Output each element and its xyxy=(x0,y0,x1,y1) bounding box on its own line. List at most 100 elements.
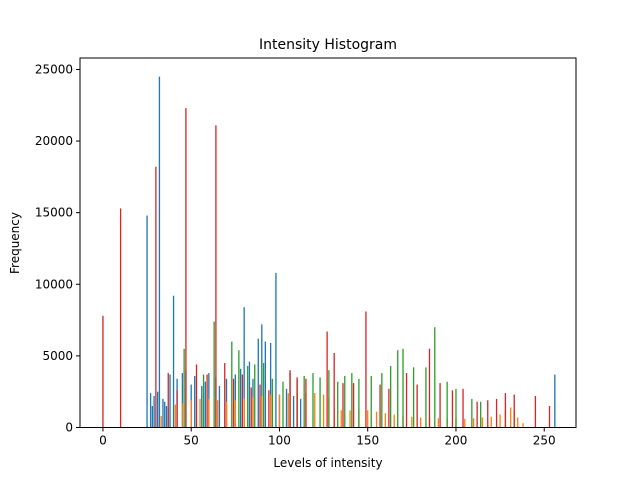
histogram-bar xyxy=(312,373,314,428)
histogram-series-2 xyxy=(183,321,482,428)
histogram-bar xyxy=(428,348,431,428)
histogram-bar xyxy=(204,381,206,428)
histogram-bar xyxy=(261,395,263,428)
histogram-bar xyxy=(333,353,335,428)
histogram-bar xyxy=(232,378,235,428)
histogram-bar xyxy=(160,416,162,428)
histogram-bar xyxy=(342,383,344,428)
histogram-bar xyxy=(352,383,355,428)
histogram-bar xyxy=(451,390,454,428)
histogram-bar xyxy=(397,350,399,428)
histogram-bar xyxy=(195,364,198,428)
histogram-bar xyxy=(261,324,263,428)
histogram-bar xyxy=(328,370,330,428)
histogram-bar xyxy=(504,393,507,428)
histogram-bars xyxy=(102,76,556,428)
histogram-bar xyxy=(299,398,302,428)
y-tick-label: 10000 xyxy=(35,277,73,291)
histogram-bar xyxy=(437,418,439,428)
histogram-bar xyxy=(264,341,266,428)
histogram-bar xyxy=(250,387,252,428)
histogram-bar xyxy=(224,363,226,428)
histogram-bar xyxy=(269,343,272,428)
histogram-bar xyxy=(243,398,245,428)
x-axis-label: Levels of intensity xyxy=(273,456,382,470)
histogram-bar xyxy=(174,404,176,428)
histogram-bar xyxy=(439,383,441,428)
histogram-bar xyxy=(379,384,381,428)
histogram-bar xyxy=(344,375,346,428)
histogram-bar xyxy=(517,417,519,428)
histogram-bar xyxy=(388,388,390,428)
histogram-bar xyxy=(119,208,122,428)
histogram-series-3 xyxy=(102,108,551,428)
histogram-bar xyxy=(167,373,169,428)
histogram-bar xyxy=(554,374,556,428)
histogram-bar xyxy=(487,400,489,428)
histogram-bar xyxy=(476,401,478,428)
histogram-bar xyxy=(234,400,236,428)
histogram-bar xyxy=(157,391,159,428)
histogram-bar xyxy=(239,368,242,428)
histogram-bar xyxy=(271,378,274,428)
histogram-bar xyxy=(358,378,360,428)
y-tick-label: 5000 xyxy=(42,349,73,363)
histogram-bar xyxy=(434,327,436,428)
histogram-bar xyxy=(231,341,233,428)
x-tick-label: 200 xyxy=(445,434,468,448)
histogram-bar xyxy=(322,394,325,428)
histogram-bar xyxy=(351,373,353,428)
histogram-bar xyxy=(257,338,259,428)
histogram-bar xyxy=(199,398,201,428)
histogram-bar xyxy=(285,388,288,428)
histogram-bar xyxy=(282,381,284,428)
histogram-series-1 xyxy=(160,393,524,428)
histogram-bar xyxy=(146,215,148,428)
histogram-bar xyxy=(248,361,251,428)
y-axis-label: Frequency xyxy=(8,212,22,274)
x-axis-ticks: 0 50 100 150 200 250 xyxy=(99,427,556,448)
histogram-bar xyxy=(213,321,215,428)
histogram-bar xyxy=(499,414,501,428)
histogram-bar xyxy=(287,393,289,428)
histogram-bar xyxy=(425,367,427,428)
histogram-bar xyxy=(384,413,387,428)
histogram-bar xyxy=(303,375,305,428)
histogram-bar xyxy=(292,395,295,428)
histogram-bar xyxy=(218,385,221,428)
histogram-bar xyxy=(513,394,515,428)
histogram-bar xyxy=(165,406,168,428)
histogram-bar xyxy=(208,398,210,428)
histogram-bar xyxy=(305,378,307,428)
histogram-bar xyxy=(153,395,155,428)
histogram-bar xyxy=(252,397,254,428)
histogram-bar xyxy=(462,388,464,428)
histogram-bar xyxy=(181,403,184,428)
histogram-bar xyxy=(393,414,395,428)
histogram-bar xyxy=(206,374,208,428)
histogram-bar xyxy=(446,381,448,428)
histogram-bar xyxy=(169,374,171,428)
histogram-bar xyxy=(185,108,187,428)
histogram-bar xyxy=(402,348,404,428)
histogram-bar xyxy=(176,390,178,428)
x-tick-label: 50 xyxy=(184,434,199,448)
histogram-bar xyxy=(314,393,316,428)
histogram-bar xyxy=(464,418,466,428)
x-tick-label: 250 xyxy=(533,434,556,448)
plot-frame xyxy=(79,57,577,428)
chart-title: Intensity Histogram xyxy=(259,37,397,53)
histogram-bar xyxy=(412,367,415,428)
histogram-bar xyxy=(455,388,457,428)
histogram-bar xyxy=(181,373,184,428)
histogram-bar xyxy=(416,384,418,428)
histogram-bar xyxy=(241,374,244,428)
histogram-bar xyxy=(472,418,475,428)
histogram-bar xyxy=(247,365,249,428)
histogram-bar xyxy=(155,166,157,428)
histogram-bar xyxy=(201,385,203,428)
histogram-bar xyxy=(510,407,512,428)
histogram-bar xyxy=(217,400,219,428)
histogram-bar xyxy=(381,373,383,428)
histogram-bar xyxy=(162,398,164,428)
